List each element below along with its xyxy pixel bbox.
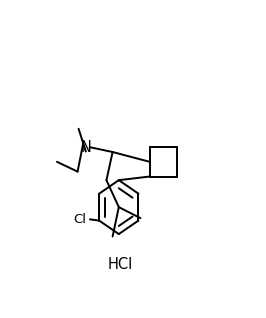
Text: Cl: Cl: [73, 213, 86, 226]
Text: HCl: HCl: [107, 257, 132, 272]
Text: N: N: [80, 140, 91, 155]
